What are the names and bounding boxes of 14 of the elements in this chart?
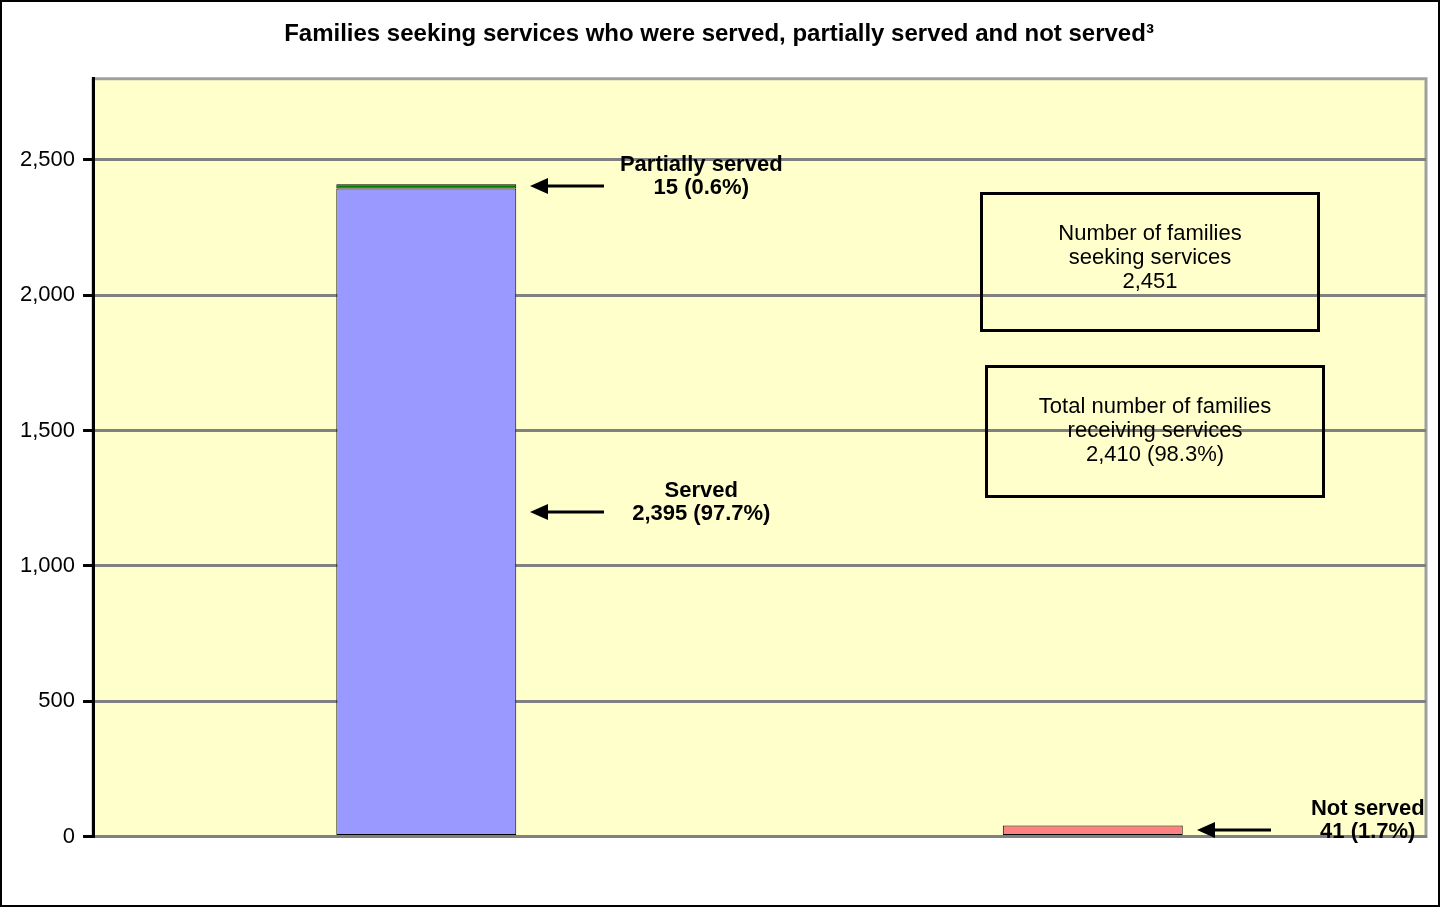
annotation: 41 (1.7%) bbox=[1320, 818, 1416, 844]
y-tick-label: 500 bbox=[38, 687, 76, 713]
text-box: Number of families seeking services 2,451 bbox=[980, 192, 1320, 332]
annotation: 2,395 (97.7%) bbox=[632, 499, 771, 525]
text: Served bbox=[664, 476, 738, 502]
text: Partially served bbox=[619, 151, 783, 177]
y-tick-label: 2,500 bbox=[19, 146, 76, 172]
y-tick-label: 0 bbox=[62, 822, 76, 848]
y-tick-label: 1,500 bbox=[19, 416, 76, 442]
chart-title: Families seeking services who were served, partially served and not served³ bbox=[284, 19, 1154, 47]
text-box: Total number of families receiving services 2,410 (98.3%) bbox=[985, 365, 1325, 498]
y-tick-label: 2,000 bbox=[19, 281, 76, 307]
text: Not served bbox=[1310, 795, 1425, 821]
y-tick-label: 1,000 bbox=[19, 552, 76, 578]
